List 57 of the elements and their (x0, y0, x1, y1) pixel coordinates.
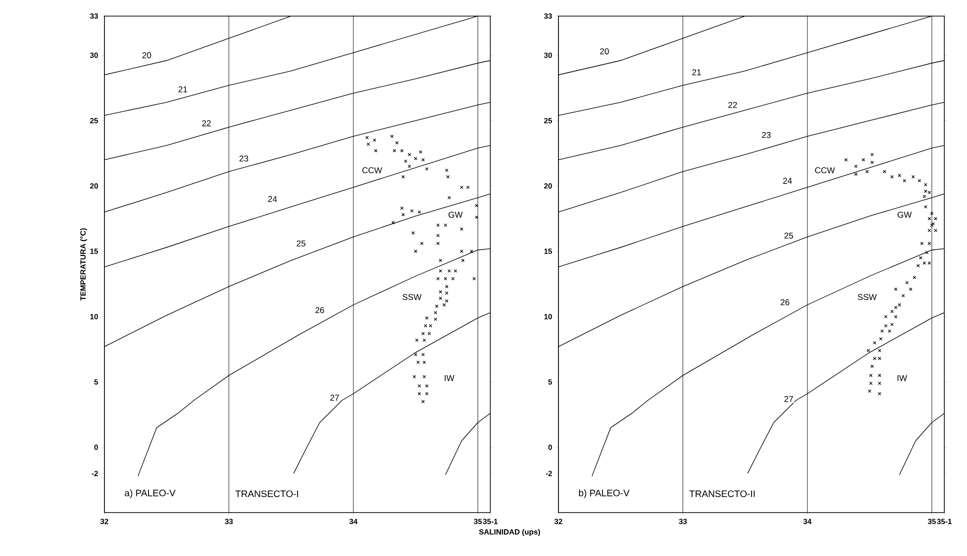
point (920, 242, 924, 246)
point (869, 374, 873, 378)
point (872, 341, 876, 344)
point (882, 170, 886, 174)
point (894, 287, 898, 291)
annotation: GW (448, 212, 463, 218)
point (902, 178, 906, 182)
point (854, 172, 858, 176)
point (890, 175, 894, 178)
annotation: IW (898, 375, 908, 381)
point (870, 364, 874, 368)
point (894, 314, 898, 318)
annotation: GW (898, 212, 912, 218)
point (890, 310, 894, 313)
annotation: 27 (330, 394, 339, 401)
point (928, 190, 932, 194)
point (928, 242, 932, 246)
annotation: 23 (762, 132, 771, 138)
point (898, 303, 902, 306)
annotation: a) PALEO-V (124, 489, 176, 498)
annotation: 20 (600, 48, 609, 54)
annotation: 24 (268, 196, 277, 202)
annotation: CCW (362, 167, 382, 174)
annotation: SSW (858, 294, 877, 300)
point (918, 178, 922, 182)
point (894, 306, 898, 310)
point (854, 164, 858, 168)
annotation: 22 (728, 102, 737, 108)
point (884, 314, 888, 318)
annotation: 24 (783, 178, 792, 184)
point (878, 382, 882, 385)
point (844, 158, 848, 162)
point (862, 158, 866, 162)
point (930, 212, 934, 215)
annotation: 27 (784, 396, 793, 402)
annotation: SSW (402, 294, 422, 300)
annotation: IW (444, 375, 454, 381)
point (924, 189, 928, 193)
point (878, 392, 882, 396)
annotation: 21 (178, 86, 188, 92)
point (869, 382, 873, 385)
annotation: 26 (780, 299, 790, 306)
annotation: b) PALEO-V (579, 489, 630, 498)
annotation: 21 (692, 69, 701, 76)
annotation: 26 (315, 307, 324, 314)
annotation: 25 (296, 240, 306, 246)
point (865, 170, 869, 174)
annotation: TRANSECTO-II (689, 490, 755, 498)
annotation: 20 (142, 52, 152, 58)
annotation: CCW (815, 167, 835, 174)
annotation: 22 (202, 120, 211, 126)
annotation: 23 (240, 155, 248, 162)
point (880, 329, 884, 333)
point (905, 280, 909, 284)
annotation: TRANSECTO-I (235, 490, 298, 498)
annotation: 25 (784, 232, 794, 239)
point (866, 348, 870, 352)
